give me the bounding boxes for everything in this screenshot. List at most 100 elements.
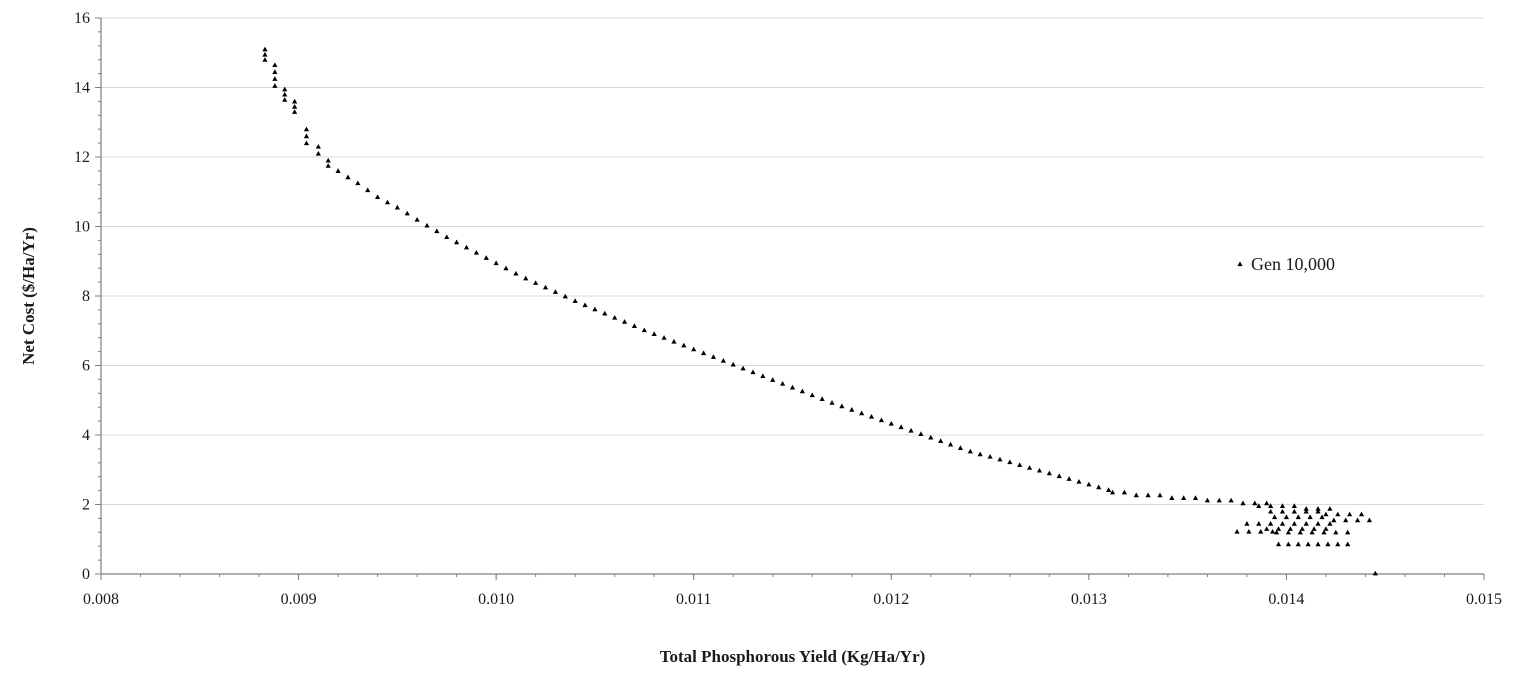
y-tick-label: 0 [82,566,90,583]
data-point [1234,529,1240,534]
data-point [631,323,638,328]
data-point [315,143,321,149]
data-point [1273,529,1280,535]
data-point [760,373,766,379]
data-point [997,456,1003,462]
data-point [355,180,361,186]
data-point [947,441,954,447]
data-point [1121,489,1128,495]
data-point [1299,526,1305,531]
data-point [1036,467,1043,473]
data-point [740,365,746,371]
data-point [1056,473,1062,479]
y-tick-label: 2 [82,497,90,514]
data-point [1096,484,1102,490]
data-point [582,302,588,308]
data-point [1279,521,1286,526]
data-point [1319,514,1325,520]
y-tick-label: 14 [74,80,90,97]
data-point [789,384,796,390]
data-point [602,310,608,316]
data-point [888,420,894,426]
data-point [282,97,288,102]
data-point [592,306,598,312]
data-point [967,448,973,454]
data-point [1283,514,1290,520]
data-point [1311,526,1317,531]
data-point [1109,489,1116,495]
data-point [1106,487,1112,492]
data-point [572,298,578,303]
data-point [918,431,924,437]
data-point [1258,529,1264,534]
data-point [1145,492,1151,498]
data-point [272,69,278,74]
y-tick-label: 16 [74,10,90,27]
x-tick-label: 0.010 [478,591,514,608]
data-point [1066,476,1072,481]
data-point [1216,497,1222,503]
data-point [1046,470,1052,476]
data-point [1315,541,1321,547]
data-point [641,327,647,333]
data-point [562,293,568,299]
data-point [345,174,351,180]
data-point [977,451,983,457]
data-point [720,358,726,363]
data-point [444,234,450,240]
data-point [483,255,489,260]
y-axis-ticks: 0 2 4 6 8 10 12 14 16 [74,10,101,583]
data-point [1244,521,1250,526]
data-point [454,239,460,245]
data-point [272,76,278,81]
data-point [292,104,298,109]
data-point [1354,517,1361,523]
data-point [651,331,657,336]
data-point [1291,503,1297,508]
data-point [1335,511,1341,517]
data-point [1181,495,1187,500]
data-point [1287,526,1293,531]
data-point [1169,495,1175,500]
data-point [375,194,381,200]
data-point [681,342,687,348]
data-point [1240,500,1246,506]
data-point [523,275,529,281]
x-axis-ticks: 0.008 0.009 0.010 0.011 0.012 0.013 0.014 0.015 [83,574,1502,608]
data-point [1327,521,1333,526]
data-point [1347,511,1353,517]
data-point [1256,503,1262,508]
data-point [1133,492,1139,498]
data-point [799,388,805,394]
data-point [1291,521,1297,526]
data-point [868,413,875,419]
data-point [1343,517,1349,523]
x-tick-label: 0.012 [873,591,909,608]
gridlines [101,17,1484,505]
data-point [1327,506,1333,511]
data-point [503,265,509,271]
data-point [1297,529,1303,535]
data-point [700,350,707,356]
data-point [272,83,278,88]
data-point [1268,521,1274,526]
data-point [552,289,559,294]
x-tick-label: 0.009 [281,591,317,608]
data-point [770,377,776,382]
data-point [1345,541,1351,547]
data-point [493,260,499,266]
y-axis-title: Net Cost ($/Ha/Yr) [19,227,38,365]
legend-marker [1237,261,1243,267]
data-point [303,126,310,132]
data-point [987,453,993,459]
data-point [1372,570,1378,576]
data-point [292,98,298,104]
data-point [1017,462,1023,467]
data-point [1228,497,1234,503]
x-tick-label: 0.013 [1071,591,1107,608]
data-point [730,361,736,367]
data-point [1279,503,1286,508]
data-point [365,187,371,193]
data-point [463,244,470,250]
data-point [384,199,391,205]
